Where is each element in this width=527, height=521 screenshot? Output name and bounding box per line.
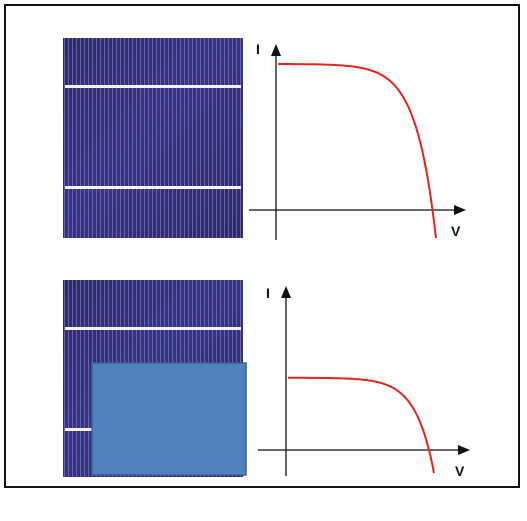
y-axis-label: I bbox=[256, 41, 260, 57]
y-axis-label: I bbox=[266, 285, 270, 301]
x-axis-arrow-icon bbox=[454, 205, 466, 215]
iv-curve bbox=[288, 376, 435, 474]
iv-graph: I V bbox=[258, 285, 470, 479]
solar-cell-photo bbox=[63, 38, 243, 238]
y-axis-arrow-icon bbox=[281, 286, 291, 298]
busbar bbox=[65, 428, 93, 431]
y-axis-arrow-icon bbox=[271, 44, 281, 56]
shading-obstruction bbox=[91, 362, 247, 476]
x-axis-label: V bbox=[451, 223, 461, 239]
busbar bbox=[65, 85, 241, 88]
panel-shaded: I V bbox=[63, 280, 470, 479]
x-axis-label: V bbox=[455, 463, 465, 479]
x-axis-arrow-icon bbox=[458, 445, 470, 455]
panel-unshaded: I V bbox=[63, 38, 466, 240]
busbar bbox=[65, 186, 241, 189]
iv-curve bbox=[278, 63, 437, 239]
iv-graph: I V bbox=[249, 41, 466, 240]
busbar bbox=[65, 327, 241, 330]
